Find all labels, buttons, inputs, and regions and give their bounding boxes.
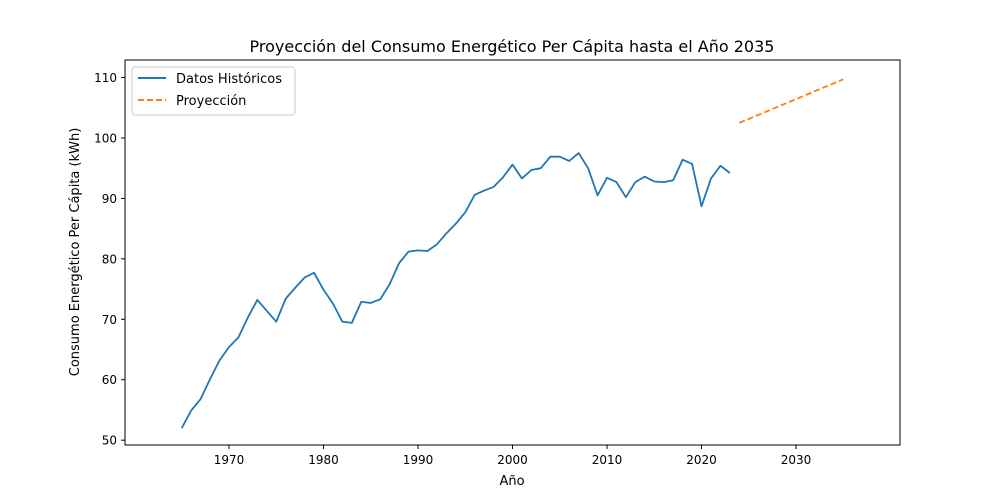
y-tick-label: 60 <box>102 373 117 387</box>
axes-layer: 1970 1980 1990 2000 2010 2020 2030 50 60 70 80 90 10… <box>94 71 811 467</box>
x-tick-label: 2020 <box>686 453 717 467</box>
y-tick-label: 70 <box>102 313 117 327</box>
x-tick-label: 1970 <box>214 453 245 467</box>
y-axis-label: Consumo Energético Per Cápita (kWh) <box>68 128 83 377</box>
x-tick-label: 2000 <box>497 453 528 467</box>
legend-box <box>131 66 296 116</box>
x-tick-label: 1990 <box>403 453 434 467</box>
legend-label-historicos: Datos Históricos <box>176 72 282 87</box>
plot-area-frame <box>124 59 901 446</box>
series-line-proyeccion <box>738 78 844 124</box>
x-tick-label: 2030 <box>781 453 812 467</box>
x-tick-label: 2010 <box>592 453 623 467</box>
y-tick-label: 100 <box>94 131 117 145</box>
y-tick-label: 90 <box>102 192 117 206</box>
series-layer <box>180 78 844 429</box>
chart-title: Proyección del Consumo Energético Per Cá… <box>250 37 775 56</box>
legend: Datos Históricos Proyección <box>131 66 296 116</box>
x-tick-label: 1980 <box>308 453 339 467</box>
y-tick-label: 50 <box>102 434 117 448</box>
y-tick-label: 110 <box>94 71 117 85</box>
series-line-historicos <box>180 152 731 429</box>
y-tick-label: 80 <box>102 252 117 266</box>
x-axis-label: Año <box>499 474 524 489</box>
legend-label-proyeccion: Proyección <box>176 94 246 109</box>
